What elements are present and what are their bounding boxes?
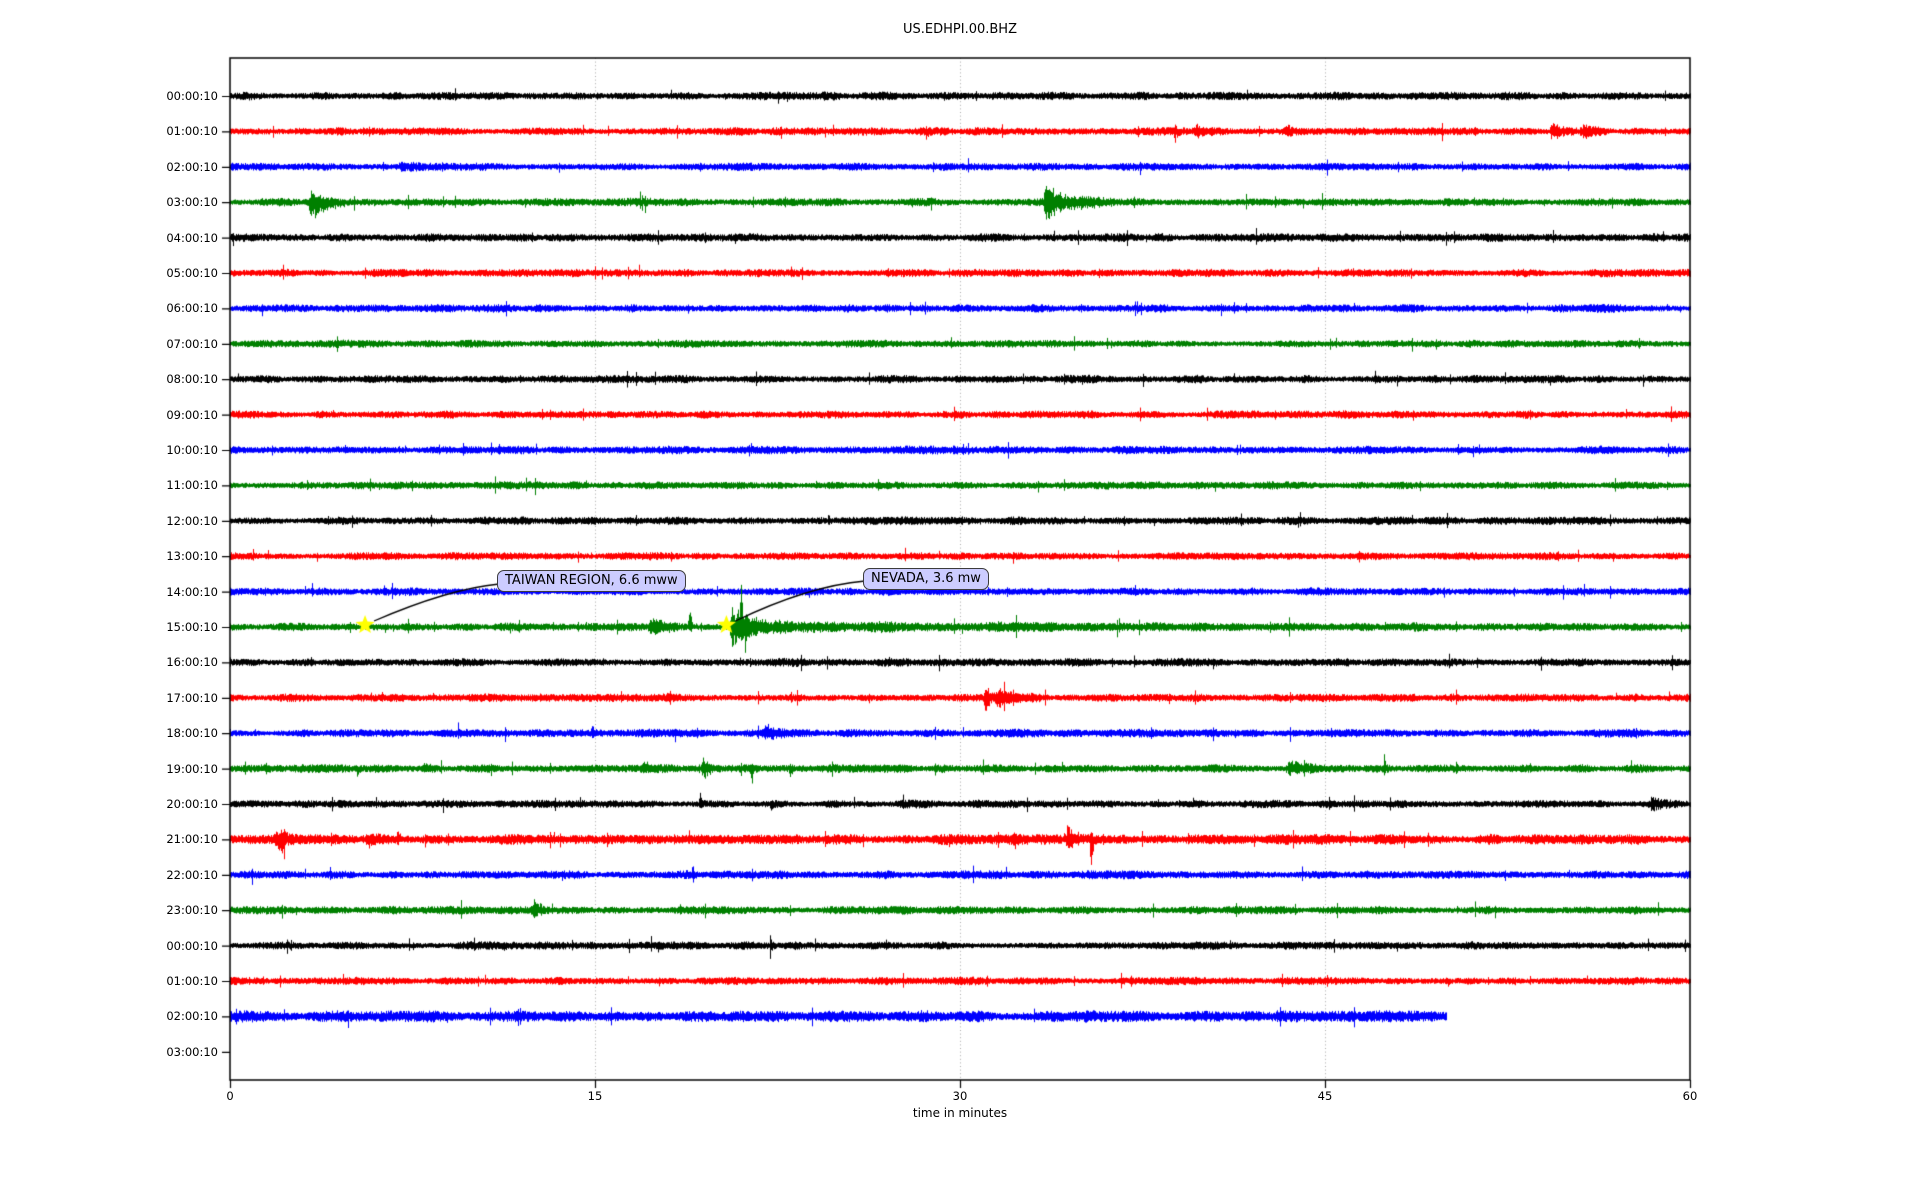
- y-axis-label: 17:00:10: [166, 690, 218, 705]
- annotation-taiwan-region: TAIWAN REGION, 6.6 mww: [497, 570, 686, 592]
- y-axis-label: 03:00:10: [166, 1044, 218, 1059]
- x-axis-tick-label: 15: [587, 1089, 603, 1103]
- y-axis-label: 14:00:10: [166, 584, 218, 599]
- y-axis-label: 00:00:10: [166, 938, 218, 953]
- y-axis-label: 20:00:10: [166, 797, 218, 811]
- y-axis-label: 18:00:10: [166, 726, 218, 741]
- x-axis-tick-label: 0: [226, 1089, 234, 1103]
- y-axis-label: 00:00:10: [166, 89, 218, 103]
- y-axis-label: 21:00:10: [166, 832, 218, 847]
- y-axis-label: 22:00:10: [166, 867, 218, 882]
- annotation-nevada: NEVADA, 3.6 mw: [863, 568, 989, 590]
- y-axis-label: 19:00:10: [166, 761, 218, 776]
- y-axis-label: 09:00:10: [166, 407, 218, 422]
- y-axis-label: 01:00:10: [166, 974, 218, 988]
- y-axis-label: 13:00:10: [166, 549, 218, 564]
- y-axis-label: 07:00:10: [166, 336, 218, 351]
- x-axis-title: time in minutes: [912, 1106, 1008, 1120]
- y-axis-label: 05:00:10: [166, 266, 218, 280]
- y-axis-label: 11:00:10: [166, 478, 218, 493]
- y-axis-label: 01:00:10: [166, 124, 218, 139]
- y-axis-label: 06:00:10: [166, 301, 218, 316]
- y-axis-label: 15:00:10: [166, 620, 218, 634]
- chart-title: US.EDHPI.00.BHZ: [903, 22, 1017, 37]
- x-axis-tick-label: 45: [1317, 1089, 1333, 1103]
- x-axis-tick-label: 60: [1682, 1089, 1698, 1103]
- y-axis-label: 04:00:10: [166, 230, 218, 245]
- x-axis-tick-label: 30: [952, 1089, 968, 1103]
- y-axis-label: 10:00:10: [166, 443, 218, 457]
- y-axis-label: 08:00:10: [166, 372, 218, 387]
- y-axis-label: 16:00:10: [166, 655, 218, 670]
- y-axis-label: 02:00:10: [166, 159, 218, 174]
- y-axis-label: 03:00:10: [166, 195, 218, 210]
- y-axis-label: 12:00:10: [166, 513, 218, 528]
- y-axis-label: 02:00:10: [166, 1009, 218, 1024]
- y-axis-label: 23:00:10: [166, 903, 218, 918]
